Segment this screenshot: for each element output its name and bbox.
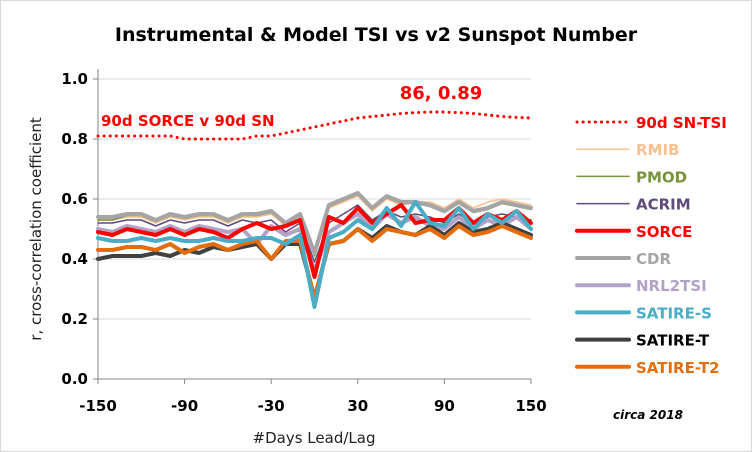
legend-label: SATIRE-S: [636, 304, 712, 322]
x-tick-label: -90: [171, 397, 198, 415]
y-tick-label: 0.0: [61, 370, 88, 388]
legend-label: CDR: [636, 250, 671, 268]
x-tick-label: 30: [347, 397, 368, 415]
legend-label: SATIRE-T: [636, 332, 710, 350]
legend-label: PMOD: [636, 168, 687, 186]
x-tick-label: 90: [434, 397, 455, 415]
x-tick-label: -30: [258, 397, 285, 415]
legend-label: SORCE: [636, 223, 692, 241]
legend-label: NRL2TSI: [636, 277, 707, 295]
annotation-peak: 86, 0.89: [400, 83, 483, 104]
series-line-acrim: [97, 204, 532, 263]
x-axis-label: #Days Lead/Lag: [253, 429, 376, 447]
y-tick-label: 1.0: [61, 70, 88, 88]
x-tick-label: 150: [515, 397, 546, 415]
y-axis-label: r, cross-correlation coefficient: [27, 117, 45, 341]
y-tick-label: 0.6: [61, 190, 88, 208]
series-line-90d-sn-tsi: [96, 110, 533, 141]
series-line-cdr: [96, 191, 533, 255]
chart-title: Instrumental & Model TSI vs v2 Sunspot N…: [115, 24, 638, 46]
legend-label: SATIRE-T2: [636, 359, 720, 377]
legend-label: ACRIM: [636, 196, 691, 214]
legend-label: 90d SN-TSI: [636, 114, 727, 132]
y-tick-label: 0.4: [61, 250, 88, 268]
legend-label: RMIB: [636, 141, 680, 159]
x-tick-label: -150: [79, 397, 117, 415]
y-tick-label: 0.8: [61, 130, 88, 148]
annotation-note: circa 2018: [613, 408, 683, 422]
series-line-satire-s: [96, 200, 533, 309]
y-tick-label: 0.2: [61, 310, 88, 328]
annotation-label: 90d SORCE v 90d SN: [101, 112, 275, 130]
